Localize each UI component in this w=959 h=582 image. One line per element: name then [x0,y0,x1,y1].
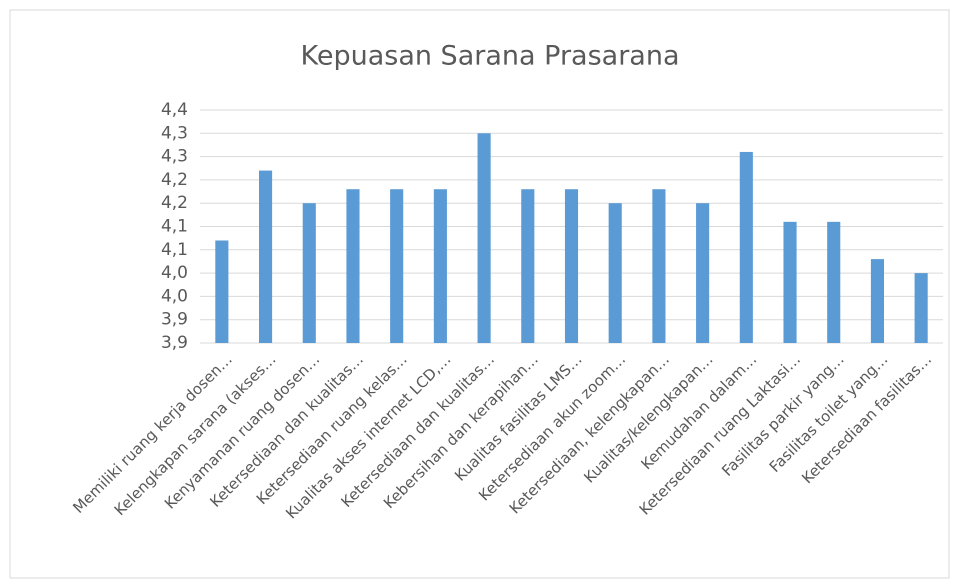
bar [564,189,579,343]
y-tick-label: 4,0 [161,263,188,283]
bar [827,221,841,343]
bar [477,133,491,343]
bar [433,189,447,343]
y-tick-label: 4,0 [161,286,188,306]
bar [783,221,797,343]
y-tick-label: 4,1 [161,240,188,260]
bar [259,170,273,343]
y-tick-label: 4,2 [161,193,188,213]
y-tick-label: 4,1 [161,217,188,237]
y-tick-label: 4,3 [161,123,188,143]
bar [739,151,753,343]
bar [870,259,884,343]
bar [696,203,710,343]
y-tick-label: 3,9 [161,310,188,330]
chart-title: Kepuasan Sarana Prasarana [300,41,679,72]
bar [652,189,666,343]
bar [346,189,360,343]
bar [521,189,535,343]
bar [914,273,928,343]
y-tick-label: 4,3 [161,147,188,167]
y-tick-label: 3,9 [161,333,188,353]
bar [608,203,622,343]
bar [302,203,316,343]
bar [215,240,229,343]
bar [390,189,404,343]
y-tick-label: 4,2 [161,170,188,190]
y-tick-label: 4,4 [161,100,188,120]
